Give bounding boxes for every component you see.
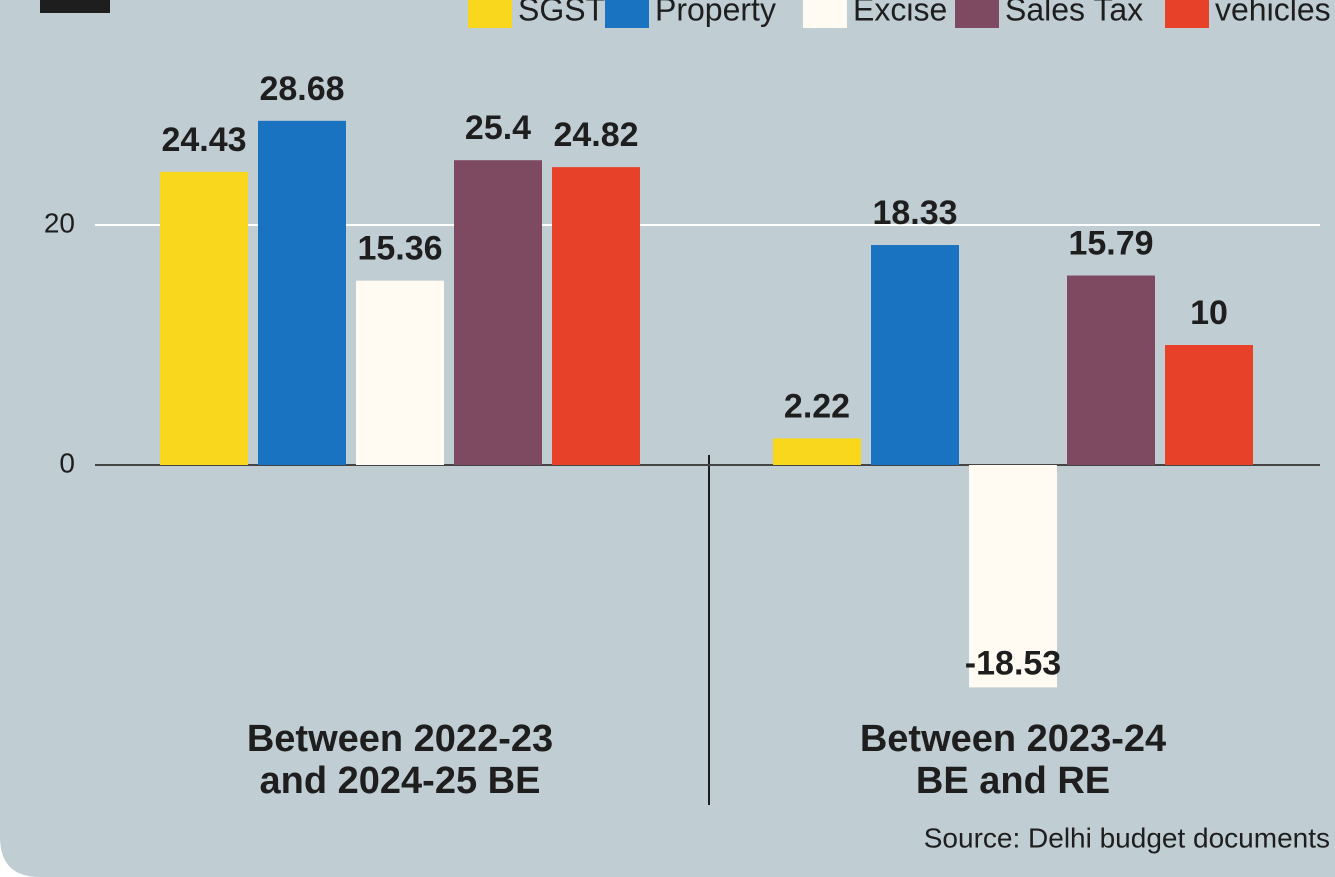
logo-block bbox=[40, 0, 110, 13]
legend-label: Sales Tax bbox=[1005, 0, 1143, 27]
bar bbox=[1165, 345, 1253, 465]
legend-label: SGST bbox=[518, 0, 605, 27]
value-label: 18.33 bbox=[872, 194, 957, 232]
value-label: 2.22 bbox=[784, 387, 850, 425]
y-tick-label: 0 bbox=[59, 447, 75, 478]
bar bbox=[160, 171, 248, 465]
value-label: 28.68 bbox=[259, 70, 344, 108]
source: Source: Delhi budget documents bbox=[924, 822, 1330, 853]
x-tick-label: Between 2022-23 and 2024-25 BE bbox=[246, 718, 554, 802]
legend-swatch bbox=[605, 0, 649, 28]
value-label: 24.82 bbox=[553, 116, 638, 154]
bar bbox=[356, 280, 444, 465]
legend-swatch bbox=[468, 0, 512, 28]
value-label: 10 bbox=[1190, 294, 1228, 332]
value-label: 15.79 bbox=[1068, 225, 1153, 263]
bar bbox=[258, 120, 346, 465]
legend-swatch bbox=[955, 0, 999, 28]
bar bbox=[969, 465, 1057, 688]
bar bbox=[552, 167, 640, 465]
value-label: 15.36 bbox=[357, 230, 442, 268]
legend-swatch bbox=[803, 0, 847, 28]
x-tick-label: Between 2023-24 BE and RE bbox=[859, 718, 1167, 802]
bar bbox=[773, 438, 861, 465]
legend-label: Excise bbox=[853, 0, 947, 27]
value-label: 24.43 bbox=[161, 121, 246, 159]
y-tick-label: 20 bbox=[44, 207, 75, 238]
legend-label: Property bbox=[655, 0, 776, 27]
legend-label: vehicles bbox=[1215, 0, 1331, 27]
value-label: 25.4 bbox=[465, 109, 531, 147]
bar bbox=[1067, 275, 1155, 465]
value-label: -18.53 bbox=[965, 644, 1061, 682]
bar bbox=[871, 245, 959, 465]
bar bbox=[454, 160, 542, 465]
legend-swatch bbox=[1165, 0, 1209, 28]
